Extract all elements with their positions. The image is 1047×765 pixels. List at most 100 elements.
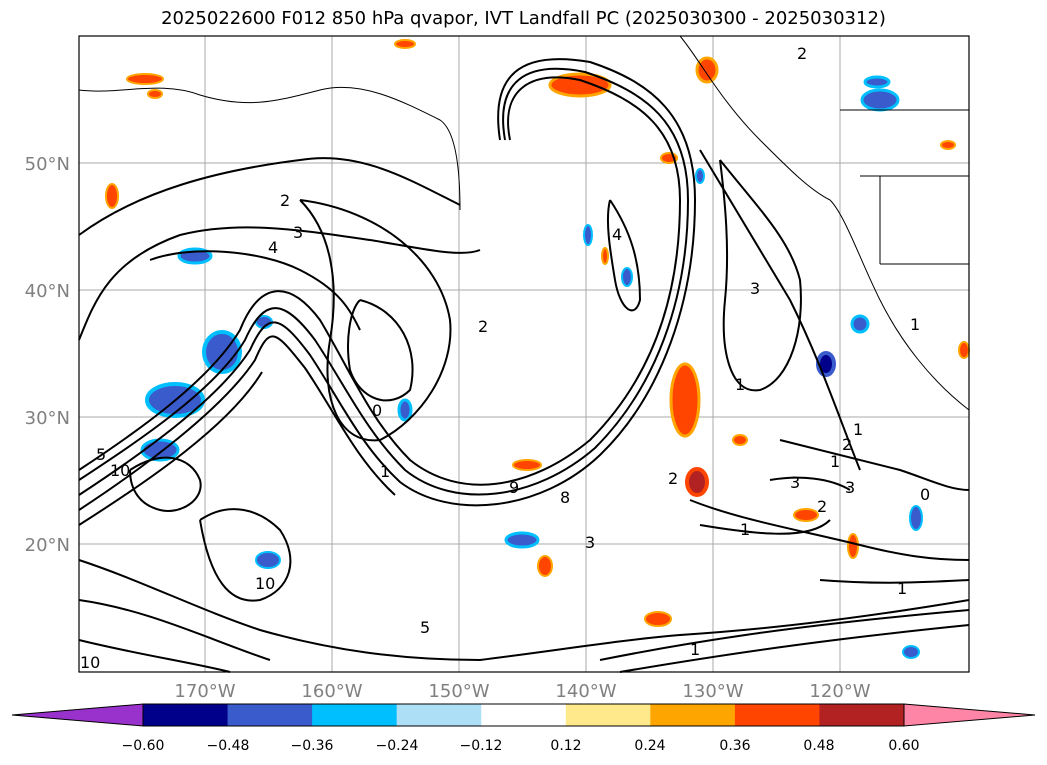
colorbar-ticks: −0.60 −0.48 −0.36 −0.24 −0.12 0.12 0.24 … [122,738,920,754]
colorbar-segment [481,704,567,726]
colorbar-tick-label: −0.12 [460,738,503,754]
contour-label: 1 [735,375,745,394]
colorbar-segment [734,704,820,726]
lat-label: 20°N [25,535,70,556]
ivt-contour-2-south [699,519,831,535]
longitude-labels: 170°W 160°W 150°W 140°W 130°W 120°W [174,681,870,702]
contour-label: 9 [509,478,519,497]
contour-label: 2 [817,497,827,516]
contour-label: 3 [585,533,595,552]
ivt-contour-9 [78,371,263,526]
colorbar-tick-label: −0.36 [291,738,334,754]
ivt-contour-7 [78,58,697,507]
qvapor-positive-blob [394,39,416,49]
qvapor-positive-blob [732,434,748,446]
qvapor-negative-blob [850,314,870,334]
qvapor-positive-blob [537,555,553,577]
contour-label: 10 [110,461,130,480]
colorbar-segment [143,704,229,726]
qvapor-negative-blob [860,88,900,112]
qvapor-positive-blob [847,533,859,559]
qvapor-negative-blob [504,531,540,549]
contour-label: 3 [750,279,760,298]
ivt-contour-1-mid [779,439,970,491]
contour-label: 1 [853,420,863,439]
ivt-contour-10b-closed [129,456,202,512]
map-border [78,35,970,673]
qvapor-positive-blob [793,508,819,522]
lon-label: 120°W [809,681,870,702]
qvapor-positive-blob [105,183,119,209]
colorbar-tick-label: 0.36 [719,738,750,754]
ivt-contour-8 [78,335,396,511]
qvapor-negative-blob [816,351,836,377]
qvapor-negative-blob [621,267,633,287]
colorbar-segment [396,704,482,726]
contour-labels: 2 3 4 2 0 1 9 8 2 3 1 2 3 1 5 10 10 10 1… [80,44,930,672]
ivt-contours [78,58,970,673]
colorbar-border [142,703,905,727]
qvapor-positive-blob [644,611,672,627]
coastlines [78,35,970,411]
colorbar [11,703,1036,727]
ivt-contour-tropics [78,559,970,662]
colorbar-segment [227,704,313,726]
ivt-contour-10-closed [199,508,292,602]
ivt-contour-2 [78,157,461,236]
contour-label: 2 [668,469,678,488]
ivt-contour-0-closed [347,299,414,402]
colorbar-segment [819,704,905,726]
qvapor-positive-blob [147,89,163,99]
qvapor-negative-blob [909,505,923,531]
contour-label: 0 [372,401,382,420]
contour-label: 1 [910,315,920,334]
lat-label: 50°N [25,154,70,175]
contour-label: 2 [280,191,290,210]
lon-label: 170°W [174,681,235,702]
contour-label: 2 [842,435,852,454]
ivt-contour-1 [699,149,861,471]
colorbar-tick-label: −0.48 [207,738,250,754]
qvapor-positive-blob [669,362,701,438]
ivt-contour-2-closed [299,199,452,442]
colorbar-tick-label: 0.60 [888,738,919,754]
ivt-contour-tropics-2 [78,599,271,661]
ivt-contour-tropics-3 [78,639,231,673]
qvapor-negative-blob [902,645,920,659]
qvapor-positive-blob [601,247,609,265]
contour-label: 1 [690,640,700,659]
contour-label: 3 [790,473,800,492]
latitude-labels: 50°N 40°N 30°N 20°N [25,154,70,556]
ivt-contour-1-south [689,499,970,561]
contour-label: 2 [797,44,807,63]
contour-label: 5 [420,618,430,637]
colorbar-extend-max [903,703,1036,727]
contour-label: 8 [560,488,570,507]
colorbar-segment [565,704,651,726]
contour-label: 3 [845,478,855,497]
qvapor-positive-blob [695,56,719,84]
qvapor-negative-blob [695,168,705,184]
lon-label: 130°W [682,681,743,702]
colorbar-segment [312,704,398,726]
graticule [79,36,969,672]
colorbar-tick-label: −0.24 [376,738,419,754]
qvapor-positive-blob [512,459,542,471]
contour-label: 1 [380,462,390,481]
qvapor-negative-blob [583,224,593,246]
qvapor-negative-blob [397,398,413,422]
ivt-contour-3-closed [719,159,802,392]
qvapor-positive-blob [685,467,709,497]
lon-label: 150°W [428,681,489,702]
colorbar-tick-label: 0.12 [550,738,581,754]
contour-label: 10 [80,653,100,672]
map-title: 2025022600 F012 850 hPa qvapor, IVT Land… [161,8,886,29]
ivt-contour-1-east [819,579,970,584]
lat-label: 30°N [25,408,70,429]
colorbar-extend-min [11,703,144,727]
qvapor-positive-blob [940,140,956,150]
ivt-contour-3-east [769,476,851,491]
contour-label: 2 [478,317,488,336]
contour-label: 1 [897,579,907,598]
